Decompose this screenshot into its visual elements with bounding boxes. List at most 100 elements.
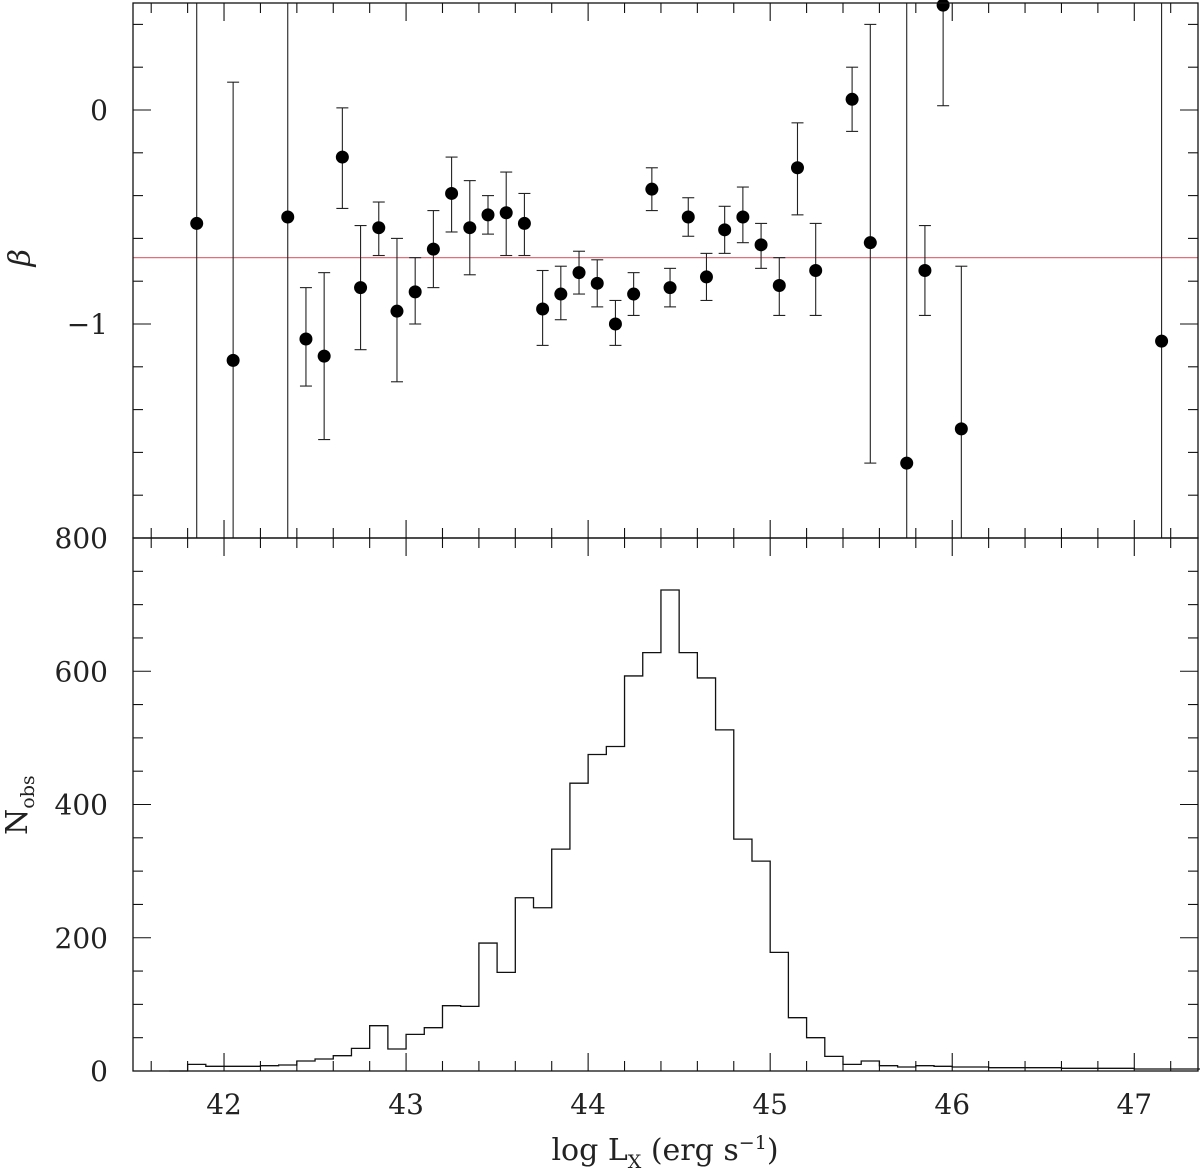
- logl-tick-label: 45: [752, 1088, 788, 1121]
- logl-tick-label: 46: [934, 1088, 970, 1121]
- data-point: [645, 182, 659, 196]
- bottom-panel: 0 200 400 600 800 42 43 44 45 46 47 Nobs log LX (…: [0, 522, 1200, 1173]
- data-point: [372, 221, 386, 235]
- beta-point-19: [590, 259, 604, 308]
- beta-point-15: [517, 192, 531, 257]
- logl-tick-label: 47: [1116, 1088, 1152, 1121]
- logl-tick-label: 43: [388, 1088, 424, 1121]
- beta-points-group: [190, 0, 1169, 538]
- beta-point-23: [663, 267, 677, 308]
- beta-point-32: [845, 66, 859, 132]
- data-point: [1155, 334, 1169, 348]
- beta-point-17: [554, 265, 568, 321]
- beta-point-28: [754, 222, 768, 269]
- beta-point-26: [718, 205, 732, 254]
- data-point: [463, 221, 477, 235]
- data-point: [754, 238, 768, 252]
- beta-point-20: [608, 299, 622, 346]
- beta-point-1: [226, 81, 240, 538]
- beta-point-34: [900, 3, 914, 538]
- beta-point-6: [354, 225, 368, 351]
- data-point: [426, 242, 440, 256]
- beta-axis-label: β: [3, 249, 38, 267]
- beta-point-3: [299, 287, 313, 387]
- data-point: [790, 161, 804, 175]
- beta-tick-label: 0: [90, 94, 108, 127]
- beta-point-30: [790, 122, 804, 216]
- data-point: [699, 270, 713, 284]
- data-point: [608, 317, 622, 331]
- data-point: [736, 210, 750, 224]
- data-point: [517, 216, 531, 230]
- logl-tick-label: 42: [206, 1088, 242, 1121]
- beta-point-0: [190, 3, 204, 538]
- logl-axis-label-main: log L: [551, 1133, 627, 1168]
- logl-axis-label: log LX (erg s−1): [551, 1132, 778, 1173]
- top-panel: 0 −1 β: [3, 0, 1199, 539]
- histogram-steps: [169, 589, 1200, 1072]
- data-point: [390, 304, 404, 318]
- logl-axis-label-sub: X: [628, 1151, 642, 1173]
- beta-point-37: [954, 265, 968, 538]
- data-point: [936, 0, 950, 12]
- data-point: [335, 150, 349, 164]
- nobs-axis-label-sub: obs: [17, 775, 39, 808]
- nobs-tick-label: 600: [55, 655, 108, 688]
- data-point: [590, 276, 604, 290]
- beta-point-27: [736, 186, 750, 244]
- data-point: [954, 422, 968, 436]
- beta-point-21: [627, 272, 641, 316]
- data-point: [281, 210, 295, 224]
- beta-point-36: [936, 0, 950, 107]
- data-point: [190, 216, 204, 230]
- data-point: [445, 186, 459, 200]
- beta-point-31: [809, 222, 823, 316]
- data-point: [918, 264, 932, 277]
- beta-point-12: [463, 180, 477, 276]
- data-point: [900, 456, 914, 470]
- data-point: [845, 92, 859, 106]
- histogram-panel-frame: [132, 537, 1199, 1072]
- data-point: [481, 208, 495, 222]
- logl-axis-label-sup: −1: [739, 1132, 767, 1154]
- data-point: [408, 285, 422, 299]
- data-point: [354, 281, 368, 295]
- logl-axis-label-mid: (erg s: [641, 1133, 738, 1168]
- beta-point-16: [536, 269, 550, 346]
- beta-point-13: [481, 195, 495, 235]
- nobs-tick-label: 800: [55, 522, 108, 555]
- beta-point-24: [681, 197, 695, 237]
- nobs-tick-label: 200: [55, 922, 108, 955]
- beta-point-4: [317, 272, 331, 441]
- beta-point-29: [772, 257, 786, 316]
- beta-point-35: [918, 225, 932, 316]
- data-point: [681, 210, 695, 224]
- data-point: [863, 236, 877, 250]
- beta-point-11: [445, 156, 459, 233]
- beta-y-ticks: 0 −1: [67, 23, 1198, 496]
- beta-point-7: [372, 201, 386, 257]
- logl-x-ticks: 42 43 44 45 46 47: [150, 538, 1172, 1121]
- nobs-y-ticks: 0 200 400 600 800: [55, 522, 1198, 1088]
- beta-point-9: [408, 257, 422, 325]
- beta-panel-frame: [132, 2, 1199, 539]
- nobs-axis-label: Nobs: [0, 775, 39, 835]
- beta-point-25: [699, 252, 713, 302]
- data-point: [718, 223, 732, 237]
- beta-point-5: [335, 107, 349, 209]
- beta-point-33: [863, 23, 877, 464]
- data-point: [536, 302, 550, 316]
- data-point: [299, 332, 313, 346]
- logl-axis-label-end: ): [767, 1133, 779, 1168]
- data-point: [627, 287, 641, 301]
- data-point: [317, 349, 331, 363]
- data-point: [572, 266, 586, 280]
- beta-point-8: [390, 237, 404, 383]
- beta-x-ticks: [150, 3, 1172, 538]
- beta-point-22: [645, 167, 659, 212]
- nobs-tick-label: 0: [90, 1055, 108, 1088]
- beta-point-14: [499, 171, 513, 257]
- logl-tick-label: 44: [570, 1088, 606, 1121]
- data-point: [663, 281, 677, 295]
